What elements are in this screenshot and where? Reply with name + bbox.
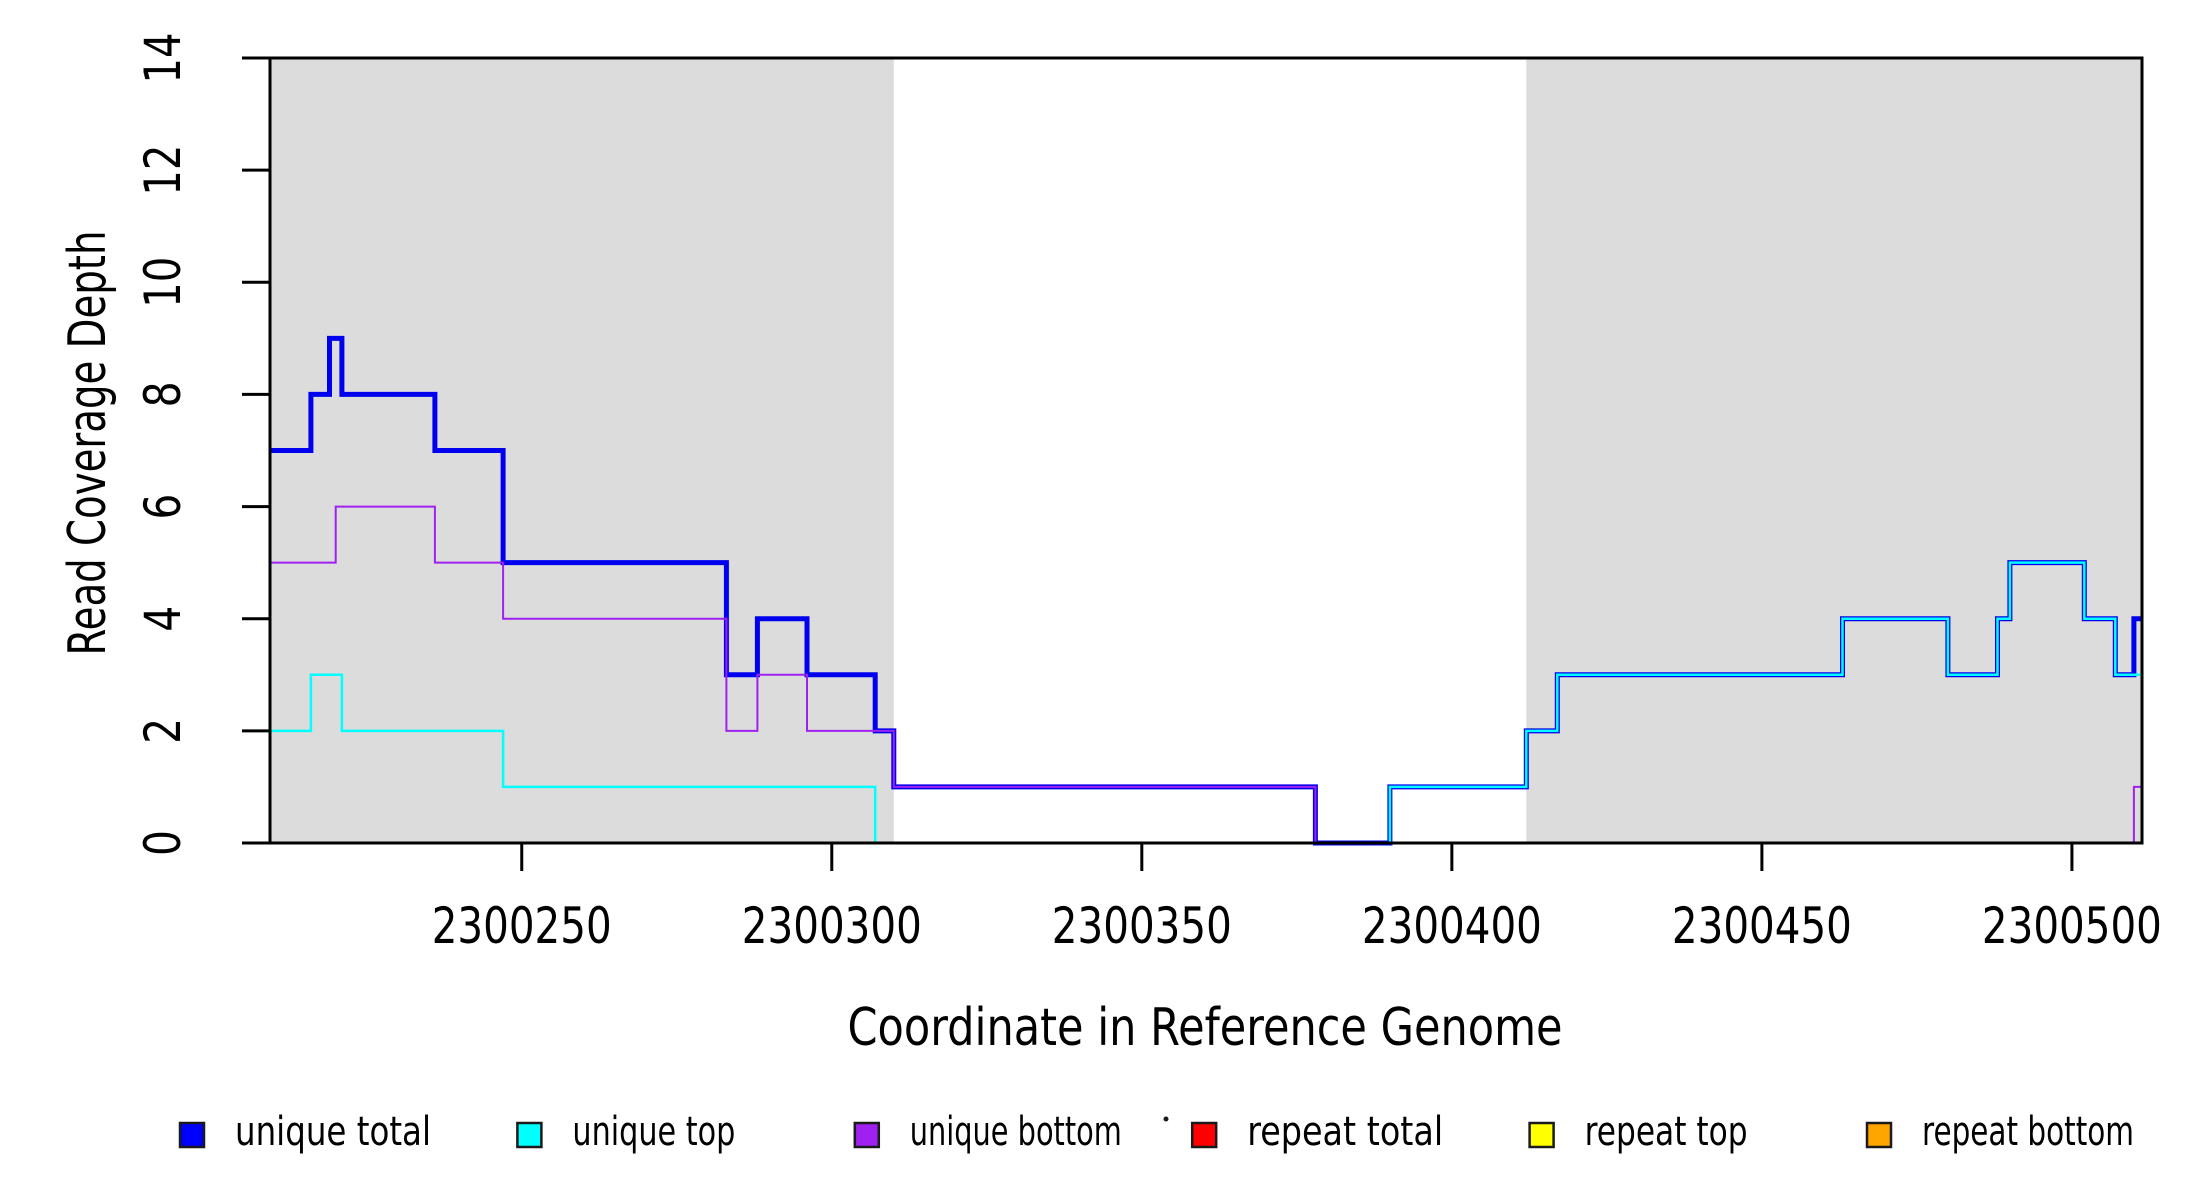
legend-swatch-unique-top <box>516 1121 543 1149</box>
legend-label-unique-top: unique top <box>572 1109 735 1155</box>
legend-label-repeat-top: repeat top <box>1585 1109 1748 1155</box>
y-tick-label: 6 <box>134 494 192 520</box>
x-tick-label: 2300400 <box>1362 897 1542 955</box>
legend-swatch-repeat-bottom <box>1865 1121 1893 1149</box>
y-axis-title: Read Coverage Depth <box>58 231 118 656</box>
legend-label-repeat-total: repeat total <box>1247 1109 1443 1155</box>
series-line-unique-bottom <box>270 505 2142 844</box>
y-tick-label: 14 <box>134 33 192 84</box>
y-tick-label: 10 <box>134 257 192 308</box>
x-tick-label: 2300300 <box>742 897 922 955</box>
x-tick-label: 2300250 <box>432 897 612 955</box>
tick-labels-layer: 2300250 2300300 2300350 2300400 2300450 23005… <box>134 33 2162 956</box>
y-tick-label: 8 <box>134 381 192 407</box>
legend: unique total unique top unique bottom repea… <box>178 1109 2134 1155</box>
left-shaded-region <box>270 58 894 843</box>
x-axis-title: Coordinate in Reference Genome <box>848 998 1563 1058</box>
legend-swatch-unique-bottom <box>853 1121 881 1149</box>
y-tick-label: 2 <box>134 718 192 744</box>
legend-swatch-repeat-top <box>1528 1121 1555 1149</box>
y-tick-label: 0 <box>134 830 192 856</box>
y-tick-label: 12 <box>134 145 192 196</box>
x-tick-label: 2300450 <box>1672 897 1852 955</box>
legend-swatch-repeat-total <box>1190 1121 1218 1149</box>
legend-label-repeat-bottom: repeat bottom <box>1922 1109 2134 1155</box>
x-tick-label: 2300350 <box>1052 897 1232 955</box>
right-shaded-region <box>1526 58 2142 843</box>
series-line-unique-top <box>270 561 2142 845</box>
axes-layer <box>242 56 2144 871</box>
y-tick-label: 4 <box>134 606 192 632</box>
legend-label-unique-bottom: unique bottom <box>910 1109 1122 1155</box>
plot-border <box>268 56 2144 845</box>
legend-dot-artifact <box>1163 1116 1169 1122</box>
x-tick-label: 2300500 <box>1982 897 2162 955</box>
legend-swatch-unique-total <box>178 1121 206 1149</box>
legend-label-unique-total: unique total <box>235 1109 431 1155</box>
shaded-regions-layer <box>270 58 2142 843</box>
